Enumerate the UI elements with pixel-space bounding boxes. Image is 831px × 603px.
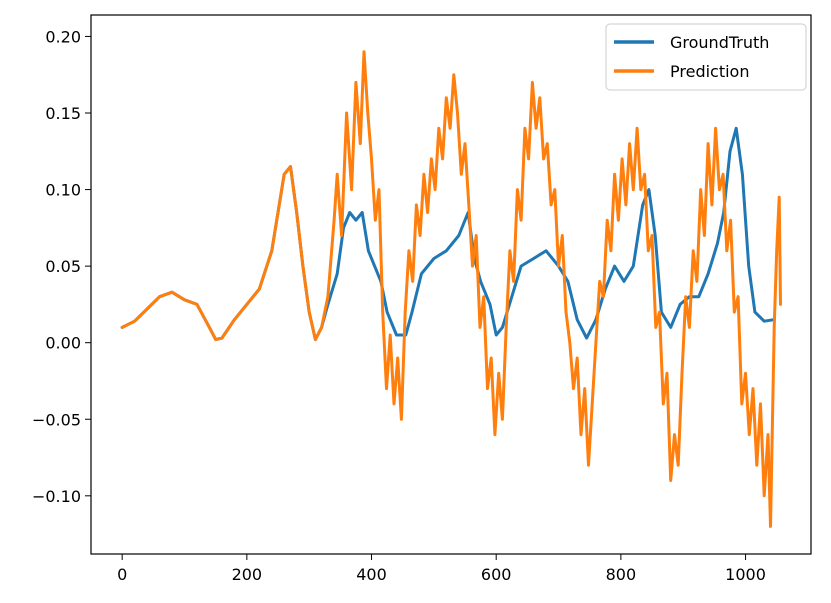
plot-lines xyxy=(120,50,782,528)
legend-label-prediction: Prediction xyxy=(670,62,749,81)
y-tick-label: 0.05 xyxy=(45,257,81,276)
x-tick-label: 400 xyxy=(356,565,387,584)
y-tick-label: 0.15 xyxy=(45,104,81,123)
y-tick-label: 0.20 xyxy=(45,27,81,46)
x-axis-ticks: 0 200 400 600 800 1000 xyxy=(117,554,766,584)
x-tick-label: 1000 xyxy=(725,565,766,584)
y-tick-label: −0.05 xyxy=(32,410,81,429)
x-tick-label: 200 xyxy=(232,565,263,584)
y-tick-label: −0.10 xyxy=(32,487,81,506)
legend-label-groundtruth: GroundTruth xyxy=(670,33,769,52)
y-tick-label: 0.00 xyxy=(45,334,81,353)
legend-box xyxy=(605,23,807,91)
x-tick-label: 800 xyxy=(606,565,637,584)
x-tick-label: 600 xyxy=(481,565,512,584)
x-tick-label: 0 xyxy=(117,565,127,584)
y-tick-label: 0.10 xyxy=(45,181,81,200)
legend: GroundTruth Prediction xyxy=(605,23,807,91)
plot-frame xyxy=(90,14,812,555)
series-line-prediction xyxy=(120,50,782,528)
y-axis-ticks: −0.10 −0.05 0.00 0.05 0.10 0.15 0.20 xyxy=(32,27,91,506)
